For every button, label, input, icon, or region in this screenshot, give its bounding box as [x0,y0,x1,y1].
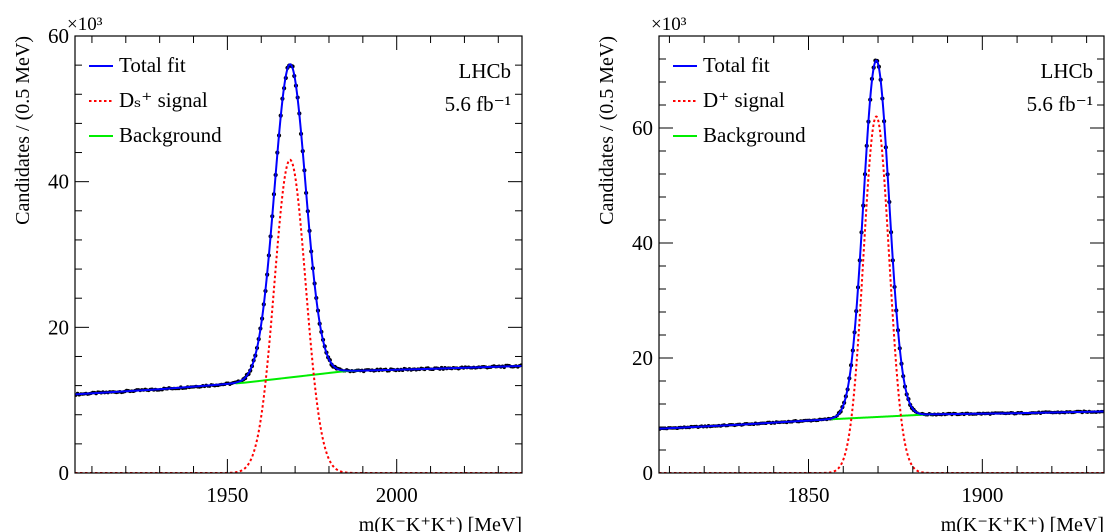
chart-panel-1: 0 20 40 60 1950 2000 ×10³ m(K⁻K⁺K⁺) [MeV] Candid… [12,14,523,532]
x-tick-label: 1900 [961,483,1003,507]
x-tick-label: 1950 [206,483,248,507]
legend-label-1: Total fit [119,53,186,77]
chart-panel-2: 0 20 40 60 1850 1900 ×10³ m(K⁻K⁺K⁺) [MeV] Candid… [596,14,1105,532]
luminosity-label: 5.6 fb⁻¹ [445,92,511,116]
background-curve [235,369,361,385]
plot-frame [658,35,1105,474]
y-tick-label: 60 [48,24,69,48]
background-curve [831,413,934,421]
legend-label-2: D⁺ signal [703,88,785,112]
y-tick-label: 0 [643,461,654,485]
y-axis-title: Candidates / (0.5 MeV) [12,36,34,225]
plot-frame [74,35,523,474]
x-tick-label: 1850 [787,483,829,507]
total-fit-curve [659,59,1104,430]
legend-label-1: Total fit [703,53,770,77]
signal-curve [659,115,1104,473]
x-axis-title: m(K⁻K⁺K⁺) [MeV] [941,514,1104,532]
y-axis-title: Candidates / (0.5 MeV) [596,36,618,225]
x-tick-label: 2000 [376,483,418,507]
y-tick-label: 40 [632,231,653,255]
y-tick-label: 60 [632,116,653,140]
legend-label-2: Dₛ⁺ signal [119,88,208,112]
signal-curve [75,158,522,473]
y-tick-label: 40 [48,170,69,194]
x-axis-title: m(K⁻K⁺K⁺) [MeV] [359,514,522,532]
experiment-label: LHCb [459,59,512,83]
experiment-label: LHCb [1041,59,1094,83]
legend-label-3: Background [703,123,806,147]
y-multiplier: ×10³ [67,14,103,35]
legend-label-3: Background [119,123,222,147]
y-tick-label: 20 [48,315,69,339]
y-tick-label: 20 [632,346,653,370]
total-fit-curve [75,63,522,396]
y-tick-label: 0 [59,461,70,485]
luminosity-label: 5.6 fb⁻¹ [1027,92,1093,116]
y-multiplier: ×10³ [651,14,687,35]
